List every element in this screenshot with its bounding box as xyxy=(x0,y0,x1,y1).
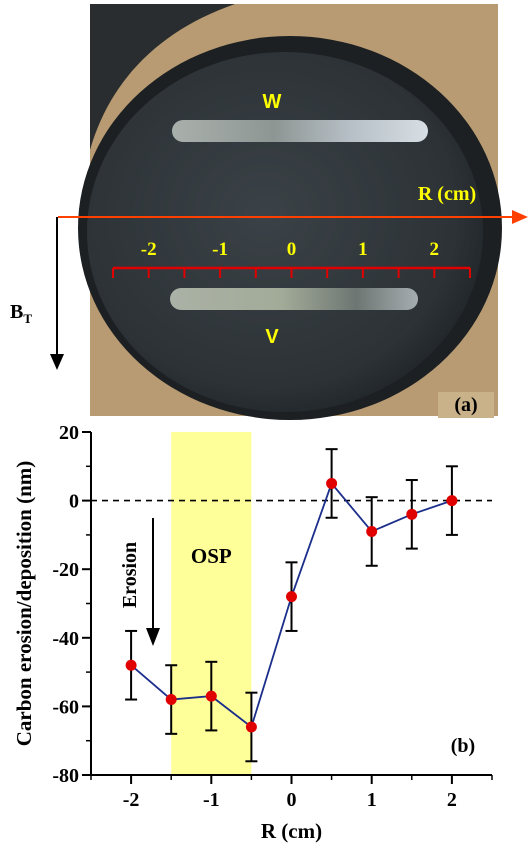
y-tick-label: -80 xyxy=(52,765,79,787)
y-tick-label: 0 xyxy=(69,491,79,513)
data-point xyxy=(205,690,217,702)
x-tick-label: -2 xyxy=(123,789,140,811)
radial-axis-arrow xyxy=(58,210,528,224)
data-point xyxy=(286,591,297,603)
scale-bar-label: 2 xyxy=(430,239,440,260)
x-axis-label: R (cm) xyxy=(261,819,322,843)
data-point xyxy=(125,659,137,671)
data-point xyxy=(366,525,378,537)
y-tick-label: -60 xyxy=(52,696,79,718)
data-point xyxy=(245,721,257,733)
panel-a-label: (a) xyxy=(454,394,477,416)
osp-label: OSP xyxy=(191,544,232,568)
x-tick-label: 1 xyxy=(367,789,377,811)
x-tick-label: 0 xyxy=(287,789,297,811)
data-point xyxy=(406,508,418,520)
scale-bar-label: -1 xyxy=(212,239,228,260)
photo-panel xyxy=(78,4,502,420)
y-tick-label: 20 xyxy=(59,422,79,444)
scale-bar-label: 1 xyxy=(358,239,368,260)
data-point xyxy=(165,694,177,706)
chart: OSP 20 0 -20 -40 -60 -80 -2 -1 0 1 2 R (cm) Carbon er… xyxy=(12,422,493,843)
strip-v-label: V xyxy=(265,326,279,348)
strip-w-label: W xyxy=(263,91,282,113)
probe-disc xyxy=(87,52,483,412)
x-tick-label: 2 xyxy=(447,789,457,811)
panel-b-label: (b) xyxy=(451,735,475,757)
scale-bar-label: 0 xyxy=(287,239,297,260)
sample-strip-w xyxy=(172,120,428,142)
bt-field-arrow xyxy=(50,217,64,370)
scale-bar: -2 -1 0 1 2 xyxy=(112,239,471,278)
y-axis-label: Carbon erosion/deposition (nm) xyxy=(12,461,36,746)
probe-body xyxy=(90,4,235,150)
y-tick-label: -40 xyxy=(52,628,79,650)
y-tick-label: -20 xyxy=(52,559,79,581)
bt-label: BT xyxy=(10,301,32,326)
erosion-arrow-head xyxy=(146,628,160,646)
x-tick-label: -1 xyxy=(203,789,220,811)
radial-axis-label: R (cm) xyxy=(418,183,476,205)
data-point xyxy=(326,477,338,489)
scale-bar-label: -2 xyxy=(141,239,157,260)
data-point xyxy=(446,495,458,507)
sample-strip-v xyxy=(170,288,418,310)
panel-a-label-box xyxy=(438,392,494,418)
erosion-label: Erosion xyxy=(119,542,141,608)
